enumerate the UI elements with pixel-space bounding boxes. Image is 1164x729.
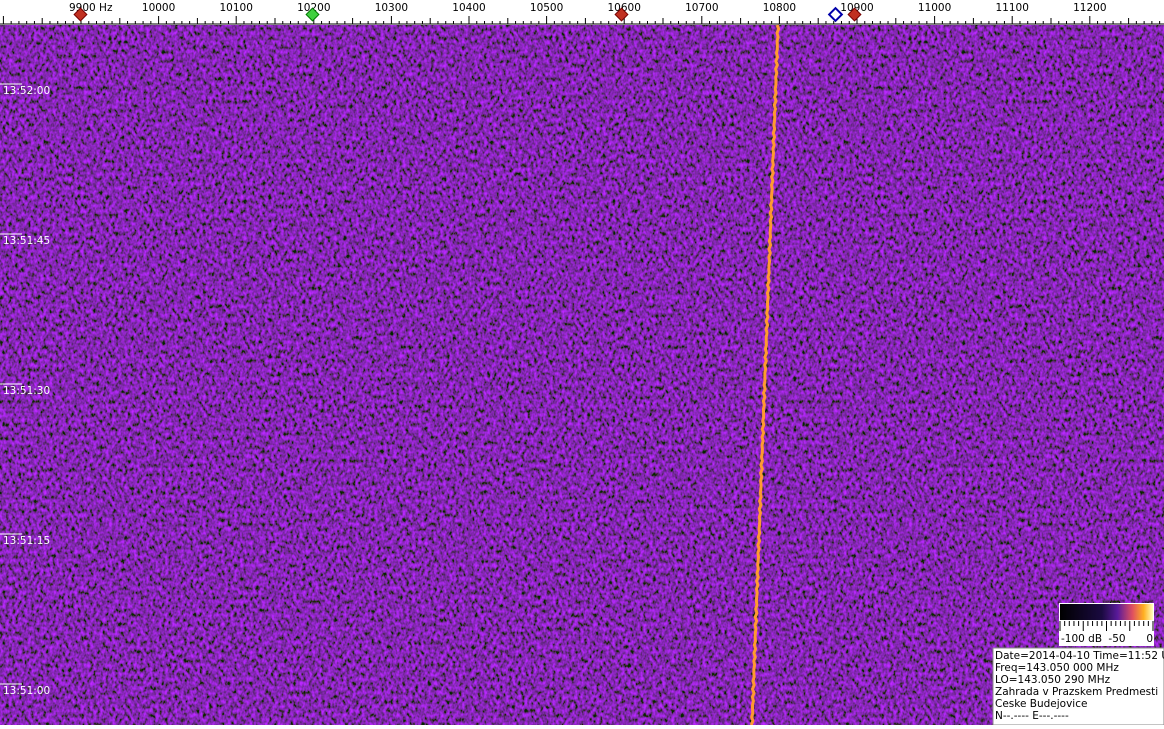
info-text: Date=2014-04-10 Time=11:52 UTCFreq=143.0…	[995, 650, 1164, 722]
colorbar-label: -50	[1108, 633, 1125, 645]
time-label: 13:51:15	[3, 535, 50, 547]
colorbar	[1060, 604, 1153, 620]
frequency-label: 9900 Hz	[69, 2, 113, 14]
colorbar-label: -100 dB	[1061, 633, 1102, 645]
info-line: Date=2014-04-10 Time=11:52 UTC	[995, 650, 1164, 662]
frequency-label: 10100	[219, 2, 252, 14]
colorbar-label: 0	[1146, 633, 1153, 645]
frequency-label: 11000	[918, 2, 951, 14]
marker[interactable]	[827, 6, 844, 23]
markers	[73, 6, 862, 23]
frequency-label: 10600	[607, 2, 640, 14]
time-label: 13:51:45	[3, 235, 50, 247]
info-line: Zahrada v Prazskem Predmesti	[995, 686, 1158, 698]
time-label: 13:52:00	[3, 85, 50, 97]
frequency-label: 10400	[452, 2, 485, 14]
frequency-label: 10800	[763, 2, 796, 14]
time-label: 13:51:00	[3, 685, 50, 697]
colorbar-ticks: -100 dB -50 0	[1059, 621, 1154, 645]
time-labels: 13:52:00 13:51:45 13:51:30 13:51:15 13:51:00	[0, 83, 50, 697]
marker[interactable]	[847, 7, 862, 22]
marker[interactable]	[305, 7, 320, 22]
frequency-label: 11100	[995, 2, 1028, 14]
marker[interactable]	[614, 7, 629, 22]
frequency-label: 10200	[297, 2, 330, 14]
info-line: Freq=143.050 000 MHz	[995, 662, 1119, 674]
info-line: LO=143.050 290 MHz	[995, 674, 1111, 686]
frequency-label: 10000	[142, 2, 175, 14]
frequency-label: 10500	[530, 2, 563, 14]
faint-traces	[468, 24, 858, 726]
frequency-label: 10900	[840, 2, 873, 14]
frequency-ruler	[0, 0, 1164, 25]
spectrogram-noise	[0, 25, 1164, 725]
time-label: 13:51:30	[3, 385, 50, 397]
signal-trace	[749, 24, 781, 726]
frequency-label: 11200	[1073, 2, 1106, 14]
ruler-ticks: 9900 Hz 10000 10100 10200 10300 10400 10500 106…	[0, 2, 1164, 25]
frequency-label: 10300	[375, 2, 408, 14]
frequency-label: 10700	[685, 2, 718, 14]
info-line: N--.---- E---.----	[995, 710, 1069, 722]
info-line: Ceske Budejovice	[995, 698, 1087, 710]
marker[interactable]	[73, 7, 88, 22]
info-box	[992, 647, 1164, 726]
